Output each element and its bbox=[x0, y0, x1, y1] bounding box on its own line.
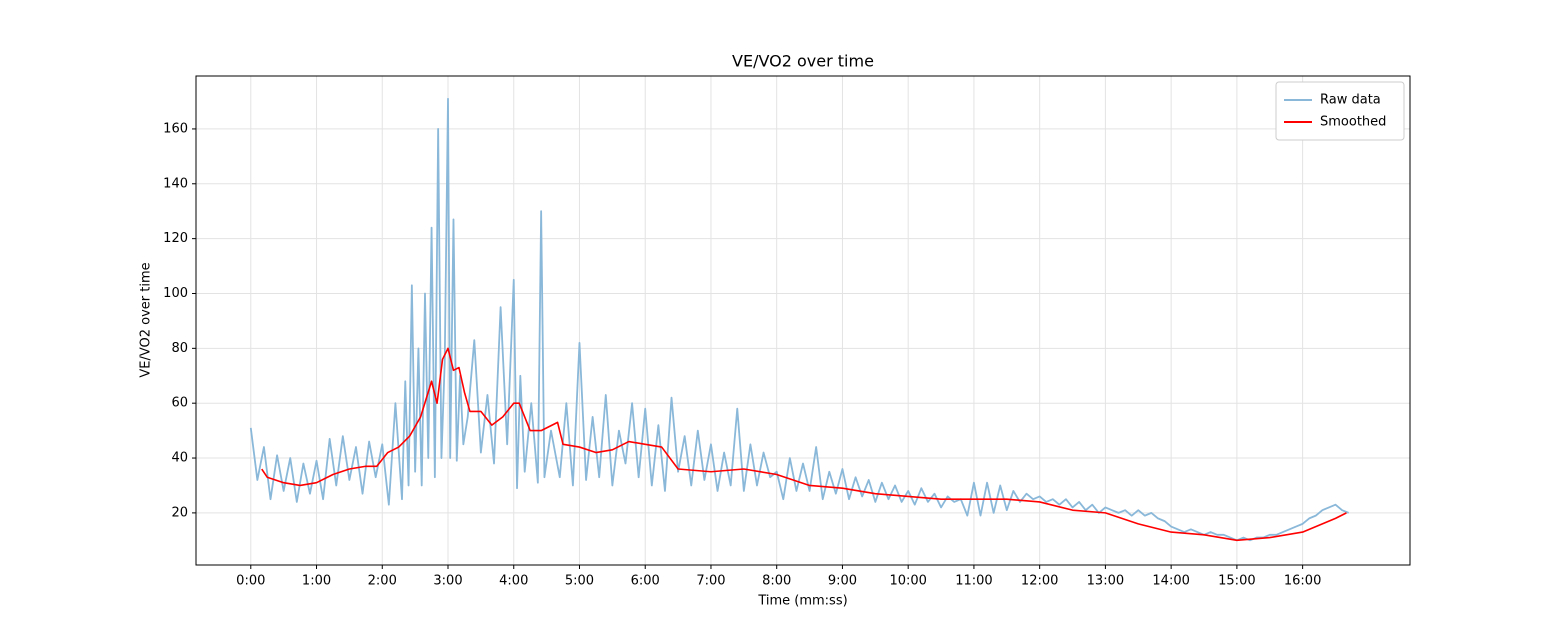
x-tick-label: 8:00 bbox=[762, 574, 791, 589]
x-tick-label: 2:00 bbox=[368, 574, 397, 589]
x-tick-label: 4:00 bbox=[499, 574, 528, 589]
plot-frame bbox=[195, 75, 1411, 566]
y-tick-label: 60 bbox=[171, 396, 188, 411]
x-axis-label: Time (mm:ss) bbox=[757, 594, 847, 609]
chart-title: VE/VO2 over time bbox=[732, 52, 874, 71]
x-tick-label: 16:00 bbox=[1284, 574, 1321, 589]
x-tick-label: 10:00 bbox=[889, 574, 926, 589]
x-tick-label: 6:00 bbox=[631, 574, 660, 589]
x-tick-label: 3:00 bbox=[433, 574, 462, 589]
y-tick-label: 20 bbox=[171, 505, 188, 520]
x-tick-label: 11:00 bbox=[955, 574, 992, 589]
x-tick-label: 7:00 bbox=[696, 574, 725, 589]
x-tick-label: 13:00 bbox=[1087, 574, 1124, 589]
x-tick-label: 14:00 bbox=[1152, 574, 1189, 589]
y-tick-label: 160 bbox=[163, 121, 188, 136]
x-tick-label: 5:00 bbox=[565, 574, 594, 589]
x-tick-label: 12:00 bbox=[1021, 574, 1058, 589]
y-tick-label: 40 bbox=[171, 451, 188, 466]
y-tick-label: 80 bbox=[171, 341, 188, 356]
legend-box bbox=[1275, 81, 1405, 141]
y-tick-label: 120 bbox=[163, 231, 188, 246]
legend-label: Raw data bbox=[1320, 93, 1381, 108]
x-tick-label: 1:00 bbox=[302, 574, 331, 589]
series-line bbox=[249, 97, 1349, 542]
x-tick-label: 9:00 bbox=[828, 574, 857, 589]
x-tick-label: 0:00 bbox=[236, 574, 265, 589]
legend-label: Smoothed bbox=[1320, 115, 1386, 130]
y-axis-label: VE/VO2 over time bbox=[139, 262, 154, 377]
series-line bbox=[261, 347, 1347, 542]
y-tick-label: 100 bbox=[163, 286, 188, 301]
y-tick-label: 140 bbox=[163, 176, 188, 191]
x-tick-label: 15:00 bbox=[1218, 574, 1255, 589]
